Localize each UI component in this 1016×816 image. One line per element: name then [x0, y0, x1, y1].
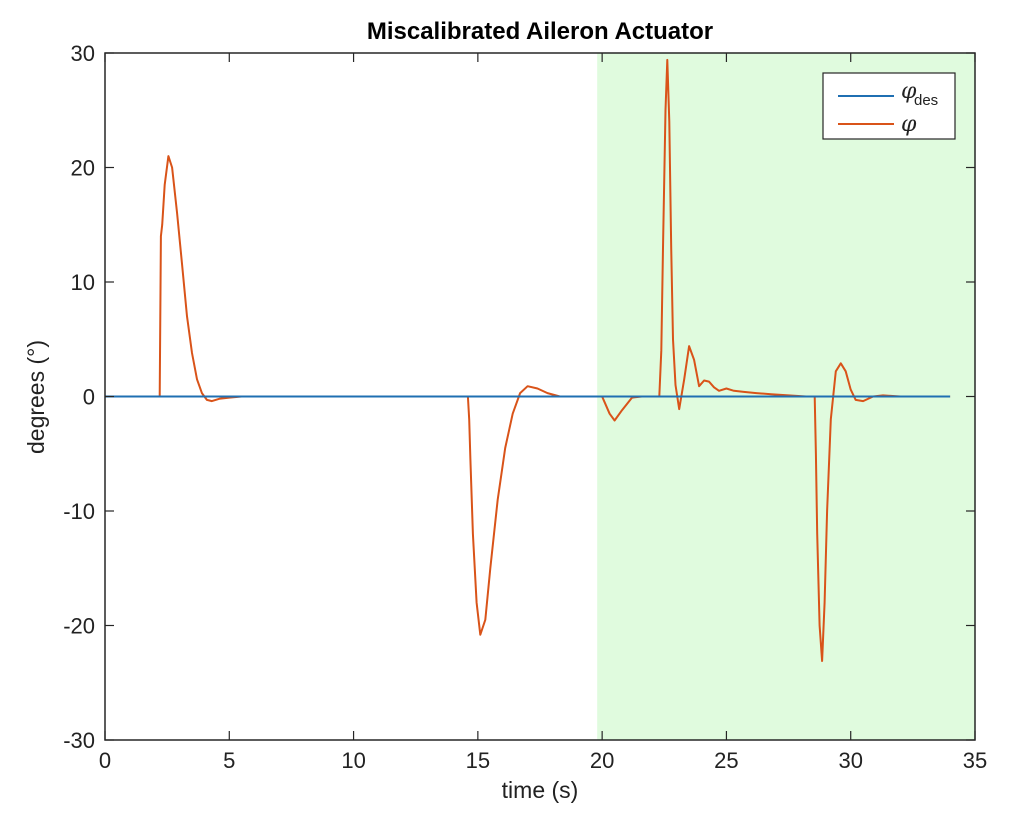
series-layer — [105, 58, 951, 662]
x-tick-label: 30 — [838, 748, 862, 773]
y-tick-label: -30 — [63, 728, 95, 753]
x-tick-label: 10 — [341, 748, 365, 773]
x-tick-label: 35 — [963, 748, 987, 773]
legend-box — [822, 72, 956, 140]
y-tick-label: 20 — [71, 156, 95, 181]
x-tick-label: 25 — [714, 748, 738, 773]
x-tick-label: 0 — [99, 748, 111, 773]
chart-title: Miscalibrated Aileron Actuator — [367, 18, 713, 45]
legend: φ des φ — [822, 72, 956, 140]
x-tick-label: 5 — [223, 748, 235, 773]
y-axis-label: degrees (°) — [23, 340, 49, 454]
legend-label-phi-des-main: φ — [901, 79, 917, 104]
y-tick-label: -10 — [63, 499, 95, 524]
legend-label-phi: φ — [901, 112, 917, 137]
tick-layer: 0 5 10 15 20 25 30 35 -30 -20 -10 0 10 20 30 — [63, 41, 987, 773]
x-tick-label: 15 — [466, 748, 490, 773]
y-tick-label: -20 — [63, 614, 95, 639]
x-axis-label: time (s) — [502, 777, 579, 803]
legend-label-phi-des-subscript: des — [914, 92, 938, 109]
legend-label-phi-des: φ des — [901, 79, 938, 109]
y-tick-label: 30 — [71, 41, 95, 66]
y-tick-label: 10 — [71, 270, 95, 295]
x-tick-label: 20 — [590, 748, 614, 773]
y-tick-label: 0 — [83, 385, 95, 410]
